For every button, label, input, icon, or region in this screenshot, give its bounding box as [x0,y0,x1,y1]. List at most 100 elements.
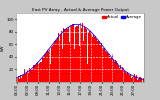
Bar [38,64,39,82]
Bar [44,55,45,82]
Bar [126,73,127,82]
Bar [34,65,35,82]
Bar [42,58,43,82]
Bar [143,78,144,82]
Bar [98,41,99,82]
Bar [80,23,81,82]
Bar [30,70,31,82]
Bar [46,52,47,82]
Bar [70,25,71,82]
Bar [107,53,108,82]
Bar [75,27,76,82]
Bar [29,68,30,82]
Bar [94,36,95,82]
Bar [84,27,85,82]
Bar [55,41,56,82]
Bar [129,75,130,82]
Bar [64,29,65,82]
Bar [123,68,124,82]
Bar [32,69,33,82]
Bar [117,64,118,82]
Bar [90,31,91,82]
Bar [39,63,40,82]
Bar [67,29,68,82]
Bar [52,46,53,82]
Bar [128,76,129,82]
Bar [74,49,75,82]
Bar [105,52,106,82]
Bar [50,64,51,82]
Bar [122,67,123,82]
Bar [93,34,94,82]
Bar [103,48,104,82]
Bar [78,25,79,82]
Bar [62,49,63,82]
Bar [60,34,61,82]
Bar [124,70,125,82]
Bar [127,72,128,82]
Bar [116,61,117,82]
Bar [53,40,54,82]
Bar [125,72,126,82]
Bar [96,38,97,82]
Bar [92,37,93,82]
Bar [72,24,73,82]
Bar [83,41,84,82]
Bar [112,54,113,82]
Bar [99,42,100,82]
Title: East PV Array - Actual & Average Power Output: East PV Array - Actual & Average Power O… [32,8,128,12]
Bar [130,74,131,82]
Bar [25,74,26,82]
Bar [91,29,92,82]
Bar [58,33,59,82]
Bar [40,62,41,82]
Bar [65,30,66,82]
Bar [37,62,38,82]
Bar [110,58,111,82]
Bar [26,72,27,82]
Bar [140,77,141,82]
Bar [54,41,55,82]
Bar [114,62,115,82]
Bar [141,78,142,82]
Bar [41,62,42,82]
Bar [69,42,70,82]
Bar [71,26,72,82]
Bar [87,64,88,82]
Bar [68,27,69,82]
Bar [47,50,48,82]
Bar [85,28,86,82]
Bar [81,28,82,82]
Bar [89,31,90,82]
Bar [43,57,44,82]
Bar [79,46,80,82]
Bar [115,60,116,82]
Bar [61,32,62,82]
Bar [109,56,110,82]
Bar [17,78,18,82]
Bar [104,48,105,82]
Bar [120,65,121,82]
Bar [131,78,132,82]
Bar [24,69,25,82]
Bar [139,77,140,82]
Bar [77,26,78,82]
Bar [56,40,57,82]
Bar [101,43,102,82]
Bar [27,70,28,82]
Bar [73,24,74,82]
Bar [133,76,134,82]
Bar [137,80,138,82]
Bar [102,48,103,82]
Bar [108,54,109,82]
Bar [22,75,23,82]
Bar [20,75,21,82]
Bar [57,38,58,82]
Bar [106,52,107,82]
Bar [31,68,32,82]
Bar [100,45,101,82]
Bar [86,29,87,82]
Bar [19,79,20,82]
Legend: Actual, Average: Actual, Average [102,15,142,20]
Bar [66,28,67,82]
